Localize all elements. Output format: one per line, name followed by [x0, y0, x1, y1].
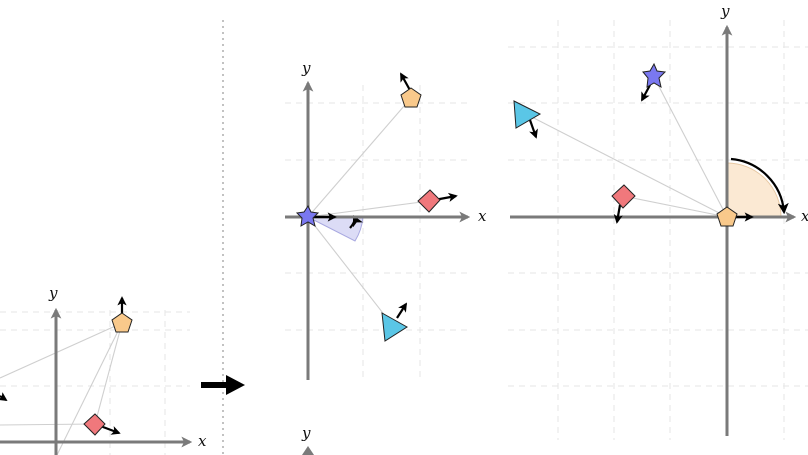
y-axis-label-panel-2: y: [301, 59, 311, 77]
star-shape: [642, 62, 667, 88]
diamond-shape: [83, 413, 106, 436]
diamond-shape: [611, 184, 636, 209]
grid-panel-1: [0, 310, 190, 455]
diamond-shape: [417, 189, 441, 213]
pentagon-shape: [716, 206, 738, 227]
y-axis-label-panel-4: y: [301, 424, 311, 442]
panel-frame-next: y: [301, 424, 314, 455]
x-axis-label-panel-3: x: [801, 207, 808, 225]
panel-frame-centered-on-pentagon: y x: [508, 2, 808, 440]
triangle-shape: [513, 100, 542, 129]
panel-frame-previous: y x: [0, 284, 207, 455]
panel-frame-rotated-about-star: y x: [285, 59, 487, 380]
x-axis-label-panel-1: x: [198, 432, 207, 450]
y-axis-label-panel-1: y: [48, 284, 58, 302]
pentagon-shape: [111, 312, 133, 333]
orientation-angle-wedge: [726, 162, 782, 218]
grid-panel-2: [285, 85, 470, 380]
y-axis-label-panel-3: y: [720, 2, 730, 20]
grid-panel-3: [508, 20, 808, 440]
star-shape: [295, 205, 320, 228]
right-arrow-icon: [201, 375, 245, 395]
triangle-shape: [381, 312, 408, 342]
pentagon-shape: [400, 87, 422, 108]
x-axis-label-panel-2: x: [478, 207, 487, 225]
